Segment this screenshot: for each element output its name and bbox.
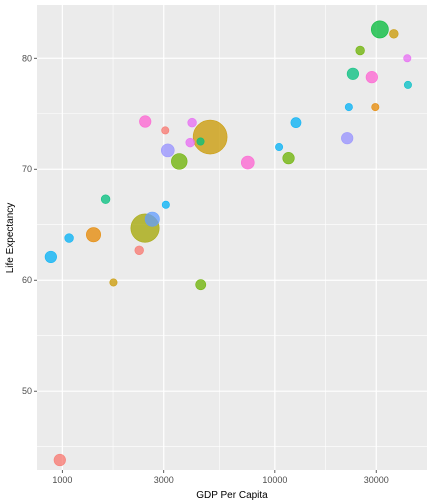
- data-point: [109, 278, 118, 287]
- x-tick-label: 3000: [154, 475, 174, 485]
- data-point: [346, 67, 360, 80]
- data-point: [355, 45, 365, 56]
- x-tick-label: 10000: [262, 475, 287, 485]
- data-point: [370, 20, 389, 39]
- data-point: [192, 119, 228, 155]
- data-point: [161, 200, 170, 209]
- data-point: [195, 279, 207, 291]
- data-point: [403, 80, 412, 89]
- data-point: [64, 233, 74, 243]
- data-point: [344, 103, 353, 112]
- panel-background: [37, 5, 427, 470]
- data-points: [44, 20, 412, 467]
- data-point: [44, 250, 57, 264]
- data-point: [160, 143, 175, 158]
- data-point: [187, 117, 197, 128]
- y-tick-label: 80: [22, 53, 32, 63]
- y-tick-label: 60: [22, 275, 32, 285]
- data-point: [282, 152, 295, 165]
- data-point: [161, 126, 170, 135]
- x-axis: 1000 3000 10000 30000: [52, 470, 389, 485]
- data-point: [196, 137, 205, 146]
- y-tick-label: 50: [22, 386, 32, 396]
- data-point: [341, 132, 354, 145]
- data-point: [134, 245, 144, 255]
- data-point: [389, 29, 399, 39]
- major-gridlines: [37, 5, 427, 470]
- data-point: [240, 155, 255, 170]
- data-point: [53, 453, 66, 467]
- x-tick-label: 1000: [52, 475, 72, 485]
- data-point: [144, 211, 160, 227]
- data-point: [86, 227, 102, 243]
- data-point: [185, 137, 195, 148]
- y-tick-label: 70: [22, 164, 32, 174]
- y-axis: 50 60 70 80: [22, 53, 37, 396]
- x-tick-label: 30000: [364, 475, 389, 485]
- x-axis-title: GDP Per Capita: [196, 490, 268, 501]
- y-axis-title: Life Expectancy: [5, 203, 16, 274]
- minor-gridlines: [37, 5, 427, 470]
- data-point: [290, 117, 302, 129]
- data-point: [403, 54, 412, 63]
- data-point: [139, 115, 152, 128]
- data-point: [371, 103, 380, 112]
- data-point: [275, 143, 284, 152]
- data-point: [365, 71, 378, 84]
- data-point: [171, 153, 188, 170]
- data-point: [100, 194, 111, 204]
